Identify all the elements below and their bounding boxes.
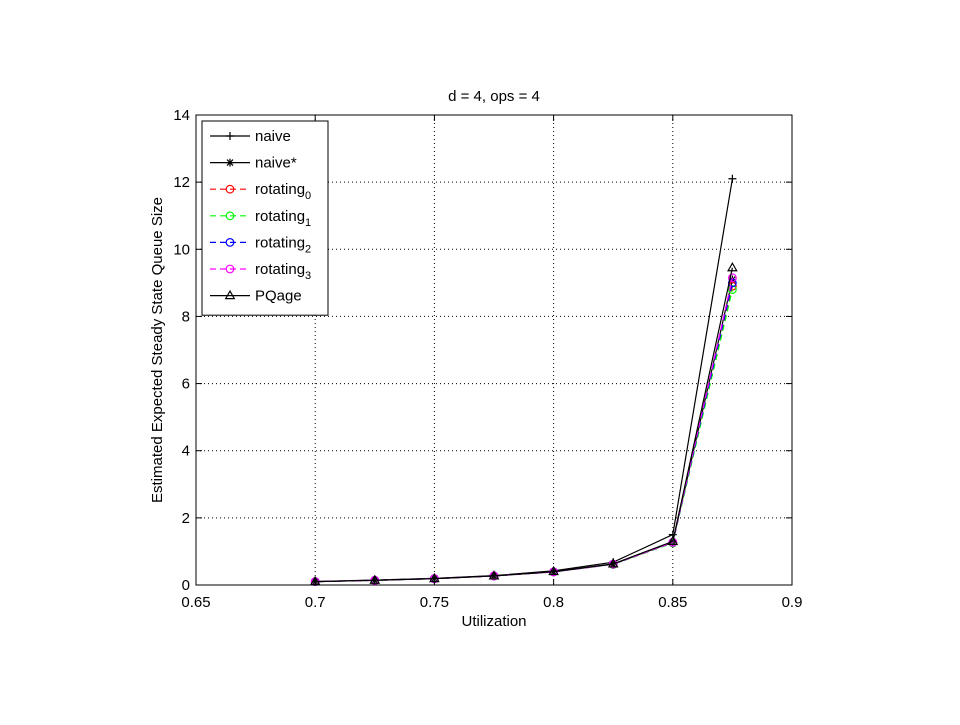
- circle-marker: [225, 264, 235, 274]
- legend-label-subscript: 3: [305, 270, 311, 282]
- legend-label: naive*: [255, 155, 297, 172]
- star-marker: [226, 158, 234, 167]
- triangle-marker: [224, 289, 236, 300]
- legend-item: PQage: [210, 288, 302, 305]
- legend: naive naive* rotating0 rotating1 rotating2 ro…: [201, 120, 329, 316]
- triangle-marker: [369, 574, 381, 584]
- circle-marker: [225, 211, 235, 221]
- plus-marker: [728, 174, 737, 183]
- triangle-marker: [607, 558, 619, 568]
- circle-marker: [225, 237, 235, 247]
- circle-marker: [728, 273, 737, 283]
- legend-item: rotating2: [210, 234, 311, 255]
- x-tick-label: 0.85: [658, 594, 687, 611]
- triangle-marker: [548, 565, 559, 576]
- y-tick-label: 14: [173, 107, 190, 124]
- triangle-marker: [488, 570, 500, 580]
- triangle-marker: [727, 262, 738, 272]
- legend-item: rotating3: [210, 261, 311, 282]
- series-line: [315, 277, 733, 583]
- plot-frame: [195, 114, 793, 586]
- legend-label-subscript: 0: [305, 190, 311, 202]
- y-tick-label: 4: [182, 443, 190, 460]
- legend-label-subscript: 1: [305, 217, 311, 229]
- legend-label: rotating2: [255, 234, 311, 255]
- y-tick-label: 0: [182, 577, 190, 594]
- legend-item: rotating0: [210, 181, 311, 202]
- x-tick-label: 0.9: [782, 594, 803, 611]
- circle-marker: [728, 285, 737, 294]
- legend-label: PQage: [255, 288, 302, 305]
- y-tick-label: 8: [182, 308, 190, 325]
- legend-label: naive: [255, 128, 291, 145]
- legend-item: naive*: [210, 155, 297, 172]
- legend-label: rotating3: [255, 261, 311, 282]
- legend-item: rotating1: [210, 208, 311, 229]
- chart-title: d = 4, ops = 4: [448, 88, 540, 105]
- legend-label-subscript: 2: [305, 243, 311, 255]
- y-tick-label: 10: [173, 241, 190, 258]
- y-tick-label: 6: [182, 376, 190, 393]
- circle-marker: [225, 184, 235, 194]
- legend-box: [201, 120, 329, 316]
- plus-marker: [226, 132, 234, 140]
- series-layer: [309, 174, 738, 587]
- x-tick-label: 0.7: [305, 594, 326, 611]
- x-tick-label: 0.8: [543, 594, 564, 611]
- y-axis-label: Estimated Expected Steady State Queue Si…: [149, 197, 166, 503]
- x-tick-label: 0.65: [181, 594, 210, 611]
- y-tick-label: 12: [173, 174, 190, 191]
- legend-label: rotating1: [255, 208, 311, 229]
- legend-label: rotating0: [255, 181, 311, 202]
- legend-item: naive: [210, 128, 291, 145]
- y-tick-label: 2: [182, 510, 190, 527]
- triangle-marker: [667, 535, 679, 545]
- series-line: [315, 267, 733, 583]
- x-axis-label: Utilization: [461, 613, 526, 630]
- x-tick-label: 0.75: [420, 594, 449, 611]
